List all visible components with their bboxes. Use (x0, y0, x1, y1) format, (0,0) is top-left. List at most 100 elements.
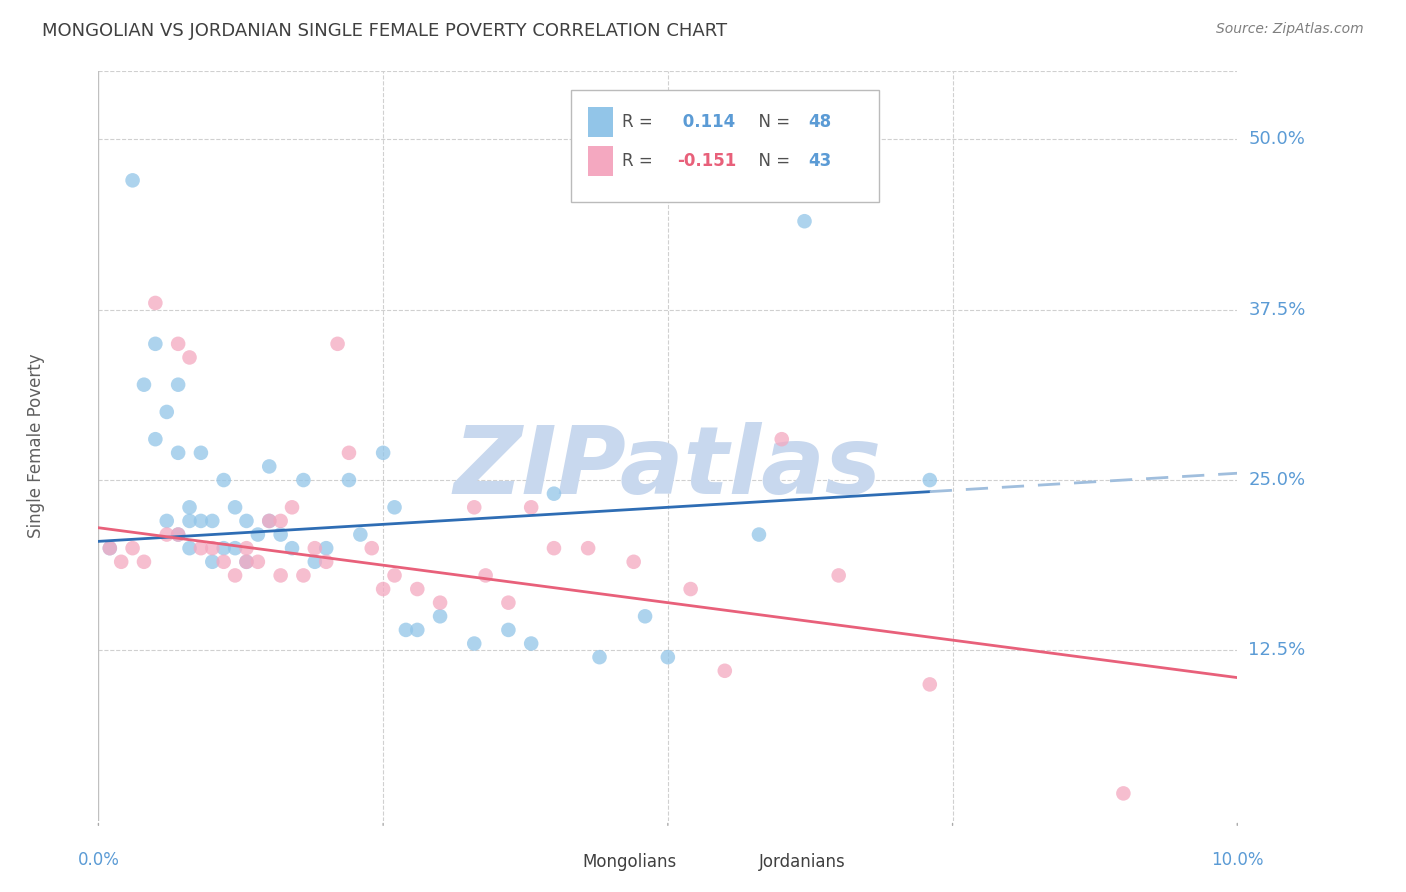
Point (179, 514, 201, 528)
FancyBboxPatch shape (588, 107, 613, 137)
Point (315, 555, 337, 569)
Point (167, 336, 190, 351)
Text: R =: R = (623, 113, 658, 131)
Point (98, 541, 121, 556)
Point (156, 527, 179, 541)
Point (360, 541, 382, 556)
Point (474, 568, 496, 582)
Point (201, 541, 224, 556)
Point (190, 514, 212, 528)
Text: N =: N = (748, 113, 794, 131)
Point (337, 473, 360, 487)
Text: 10.0%: 10.0% (1211, 851, 1264, 869)
Point (121, 541, 143, 556)
Point (156, 514, 179, 528)
Text: 43: 43 (808, 153, 831, 170)
Text: 12.5%: 12.5% (1249, 641, 1306, 659)
Point (212, 555, 235, 569)
Point (259, 459, 281, 474)
Point (132, 555, 155, 569)
Point (246, 555, 269, 569)
Point (224, 541, 246, 556)
Point (714, 664, 737, 678)
Text: 48: 48 (808, 113, 831, 131)
Point (179, 500, 201, 515)
Point (748, 527, 770, 541)
Point (259, 514, 281, 528)
Point (281, 500, 304, 515)
Point (121, 173, 143, 187)
Point (145, 432, 167, 446)
Text: 37.5%: 37.5% (1249, 301, 1306, 318)
Point (132, 377, 155, 392)
Text: Mongolians: Mongolians (582, 853, 676, 871)
Point (373, 446, 395, 460)
Point (281, 541, 304, 556)
Point (373, 582, 395, 596)
Point (270, 527, 292, 541)
Point (463, 636, 485, 650)
Point (145, 296, 167, 310)
Point (179, 351, 201, 365)
Point (201, 555, 224, 569)
Point (235, 541, 257, 556)
Point (588, 650, 610, 665)
Point (657, 650, 679, 665)
Text: 0.114: 0.114 (676, 113, 735, 131)
Point (315, 541, 337, 556)
FancyBboxPatch shape (571, 90, 879, 202)
Point (498, 623, 520, 637)
Point (395, 623, 418, 637)
Point (235, 555, 257, 569)
Point (145, 336, 167, 351)
Point (235, 514, 257, 528)
Point (235, 555, 257, 569)
Point (98, 541, 121, 556)
Point (406, 582, 429, 596)
Point (167, 446, 190, 460)
Point (543, 486, 565, 500)
Point (429, 596, 451, 610)
Text: Source: ZipAtlas.com: Source: ZipAtlas.com (1216, 22, 1364, 37)
Point (918, 677, 941, 691)
Text: -0.151: -0.151 (676, 153, 737, 170)
Text: Jordanians: Jordanians (759, 853, 845, 871)
Point (384, 500, 406, 515)
Point (304, 555, 326, 569)
Point (634, 609, 657, 624)
Point (259, 514, 281, 528)
Text: N =: N = (748, 153, 794, 170)
Text: MONGOLIAN VS JORDANIAN SINGLE FEMALE POVERTY CORRELATION CHART: MONGOLIAN VS JORDANIAN SINGLE FEMALE POV… (42, 22, 727, 40)
Point (520, 500, 543, 515)
Point (384, 568, 406, 582)
Point (212, 473, 235, 487)
Point (201, 514, 224, 528)
Point (167, 527, 190, 541)
Point (190, 446, 212, 460)
Point (576, 541, 599, 556)
Point (463, 500, 485, 515)
Point (167, 527, 190, 541)
Point (1112, 786, 1135, 800)
FancyBboxPatch shape (543, 848, 576, 877)
Point (543, 541, 565, 556)
Point (337, 446, 360, 460)
Text: Single Female Poverty: Single Female Poverty (27, 354, 45, 538)
Point (292, 473, 315, 487)
FancyBboxPatch shape (588, 146, 613, 177)
Text: R =: R = (623, 153, 658, 170)
Point (246, 527, 269, 541)
Point (828, 568, 851, 582)
Point (918, 473, 941, 487)
FancyBboxPatch shape (718, 848, 754, 877)
Point (793, 214, 815, 228)
Point (304, 541, 326, 556)
Text: 50.0%: 50.0% (1249, 130, 1305, 148)
Point (520, 636, 543, 650)
Point (167, 377, 190, 392)
Text: ZIPatlas: ZIPatlas (454, 423, 882, 515)
Point (190, 541, 212, 556)
Point (326, 336, 349, 351)
Text: 0.0%: 0.0% (77, 851, 120, 869)
Point (270, 568, 292, 582)
